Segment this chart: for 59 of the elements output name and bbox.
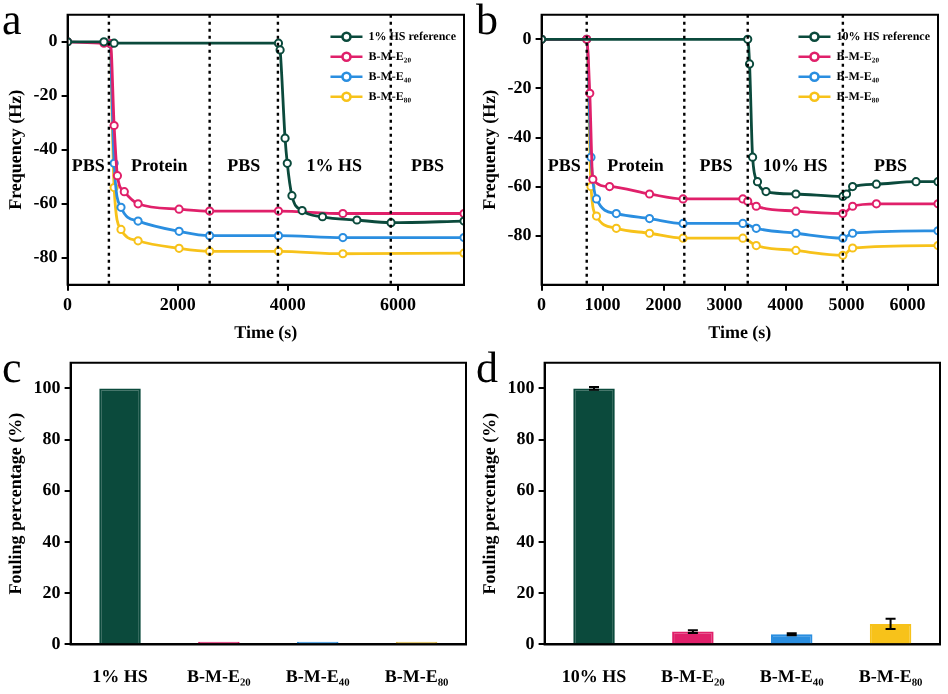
chart-title: c — [2, 341, 22, 392]
y-tick-label: 0 — [51, 633, 62, 654]
x-tick-label: 5000 — [828, 294, 866, 315]
y-tick-label: -40 — [507, 126, 533, 147]
y-tick-label: 60 — [42, 479, 62, 500]
x-tick-label: B-M-E₄₀ — [759, 665, 825, 686]
x-tick-label: 6000 — [889, 294, 927, 315]
x-tick-label: 3000 — [706, 294, 744, 315]
y-axis-title: Fouling percentage (%) — [479, 412, 500, 595]
annotation: PBS — [227, 154, 261, 175]
x-axis-title: Time (s) — [708, 321, 772, 342]
x-tick-label: B-M-E₂₀ — [186, 665, 252, 686]
y-axis-title: Fouling percentage (%) — [5, 412, 26, 595]
y-tick-label: -60 — [507, 175, 533, 196]
chart-title: b — [476, 0, 498, 44]
chart-title: a — [2, 0, 22, 44]
y-tick-label: 0 — [525, 633, 536, 654]
y-tick-label: 0 — [522, 28, 533, 48]
annotation: PBS — [547, 154, 581, 175]
annotation: 10% HS — [763, 154, 828, 175]
x-tick-label: 1% HS — [92, 665, 148, 686]
x-tick-label: 2000 — [159, 294, 197, 315]
y-tick-label: -20 — [507, 77, 533, 98]
x-tick-label: B-M-E₈₀ — [384, 665, 450, 686]
y-tick-label: 20 — [42, 581, 62, 602]
y-axis-title: Frequency (Hz) — [5, 89, 26, 210]
x-tick-label: B-M-E₈₀ — [858, 665, 924, 686]
chart-title: d — [476, 341, 498, 392]
y-axis-title: Frequency (Hz) — [479, 89, 500, 210]
y-tick-label: -20 — [33, 84, 59, 105]
y-tick-label: 100 — [507, 377, 536, 398]
y-tick-label: 80 — [516, 428, 536, 449]
x-tick-label: 4000 — [767, 294, 805, 315]
y-tick-label: -80 — [507, 224, 533, 245]
y-tick-label: 0 — [48, 30, 59, 51]
x-tick-label: B-M-E₂₀ — [660, 665, 726, 686]
annotation: Protein — [607, 154, 664, 175]
x-tick-label: B-M-E₄₀ — [285, 665, 351, 686]
x-tick-label: 10% HS — [561, 665, 627, 686]
y-tick-label: 40 — [516, 530, 536, 551]
x-axis-title: Time (s) — [234, 321, 298, 342]
x-tick-label: 1000 — [584, 294, 622, 315]
annotation: 1% HS — [306, 154, 363, 175]
x-tick-label: 6000 — [379, 294, 417, 315]
y-tick-label: -80 — [33, 246, 59, 267]
y-tick-label: -40 — [33, 138, 59, 159]
x-tick-label: 2000 — [645, 294, 683, 315]
y-tick-label: -60 — [33, 192, 59, 213]
annotation: Protein — [130, 154, 188, 175]
y-tick-label: 60 — [516, 479, 536, 500]
annotation: PBS — [873, 154, 907, 175]
y-tick-label: 80 — [42, 428, 62, 449]
x-tick-label: 4000 — [269, 294, 307, 315]
y-tick-label: 40 — [42, 530, 62, 551]
y-tick-label: 100 — [33, 377, 62, 398]
annotation: PBS — [410, 154, 444, 175]
y-tick-label: 20 — [516, 581, 536, 602]
annotation: PBS — [71, 154, 105, 175]
annotation: PBS — [699, 154, 733, 175]
